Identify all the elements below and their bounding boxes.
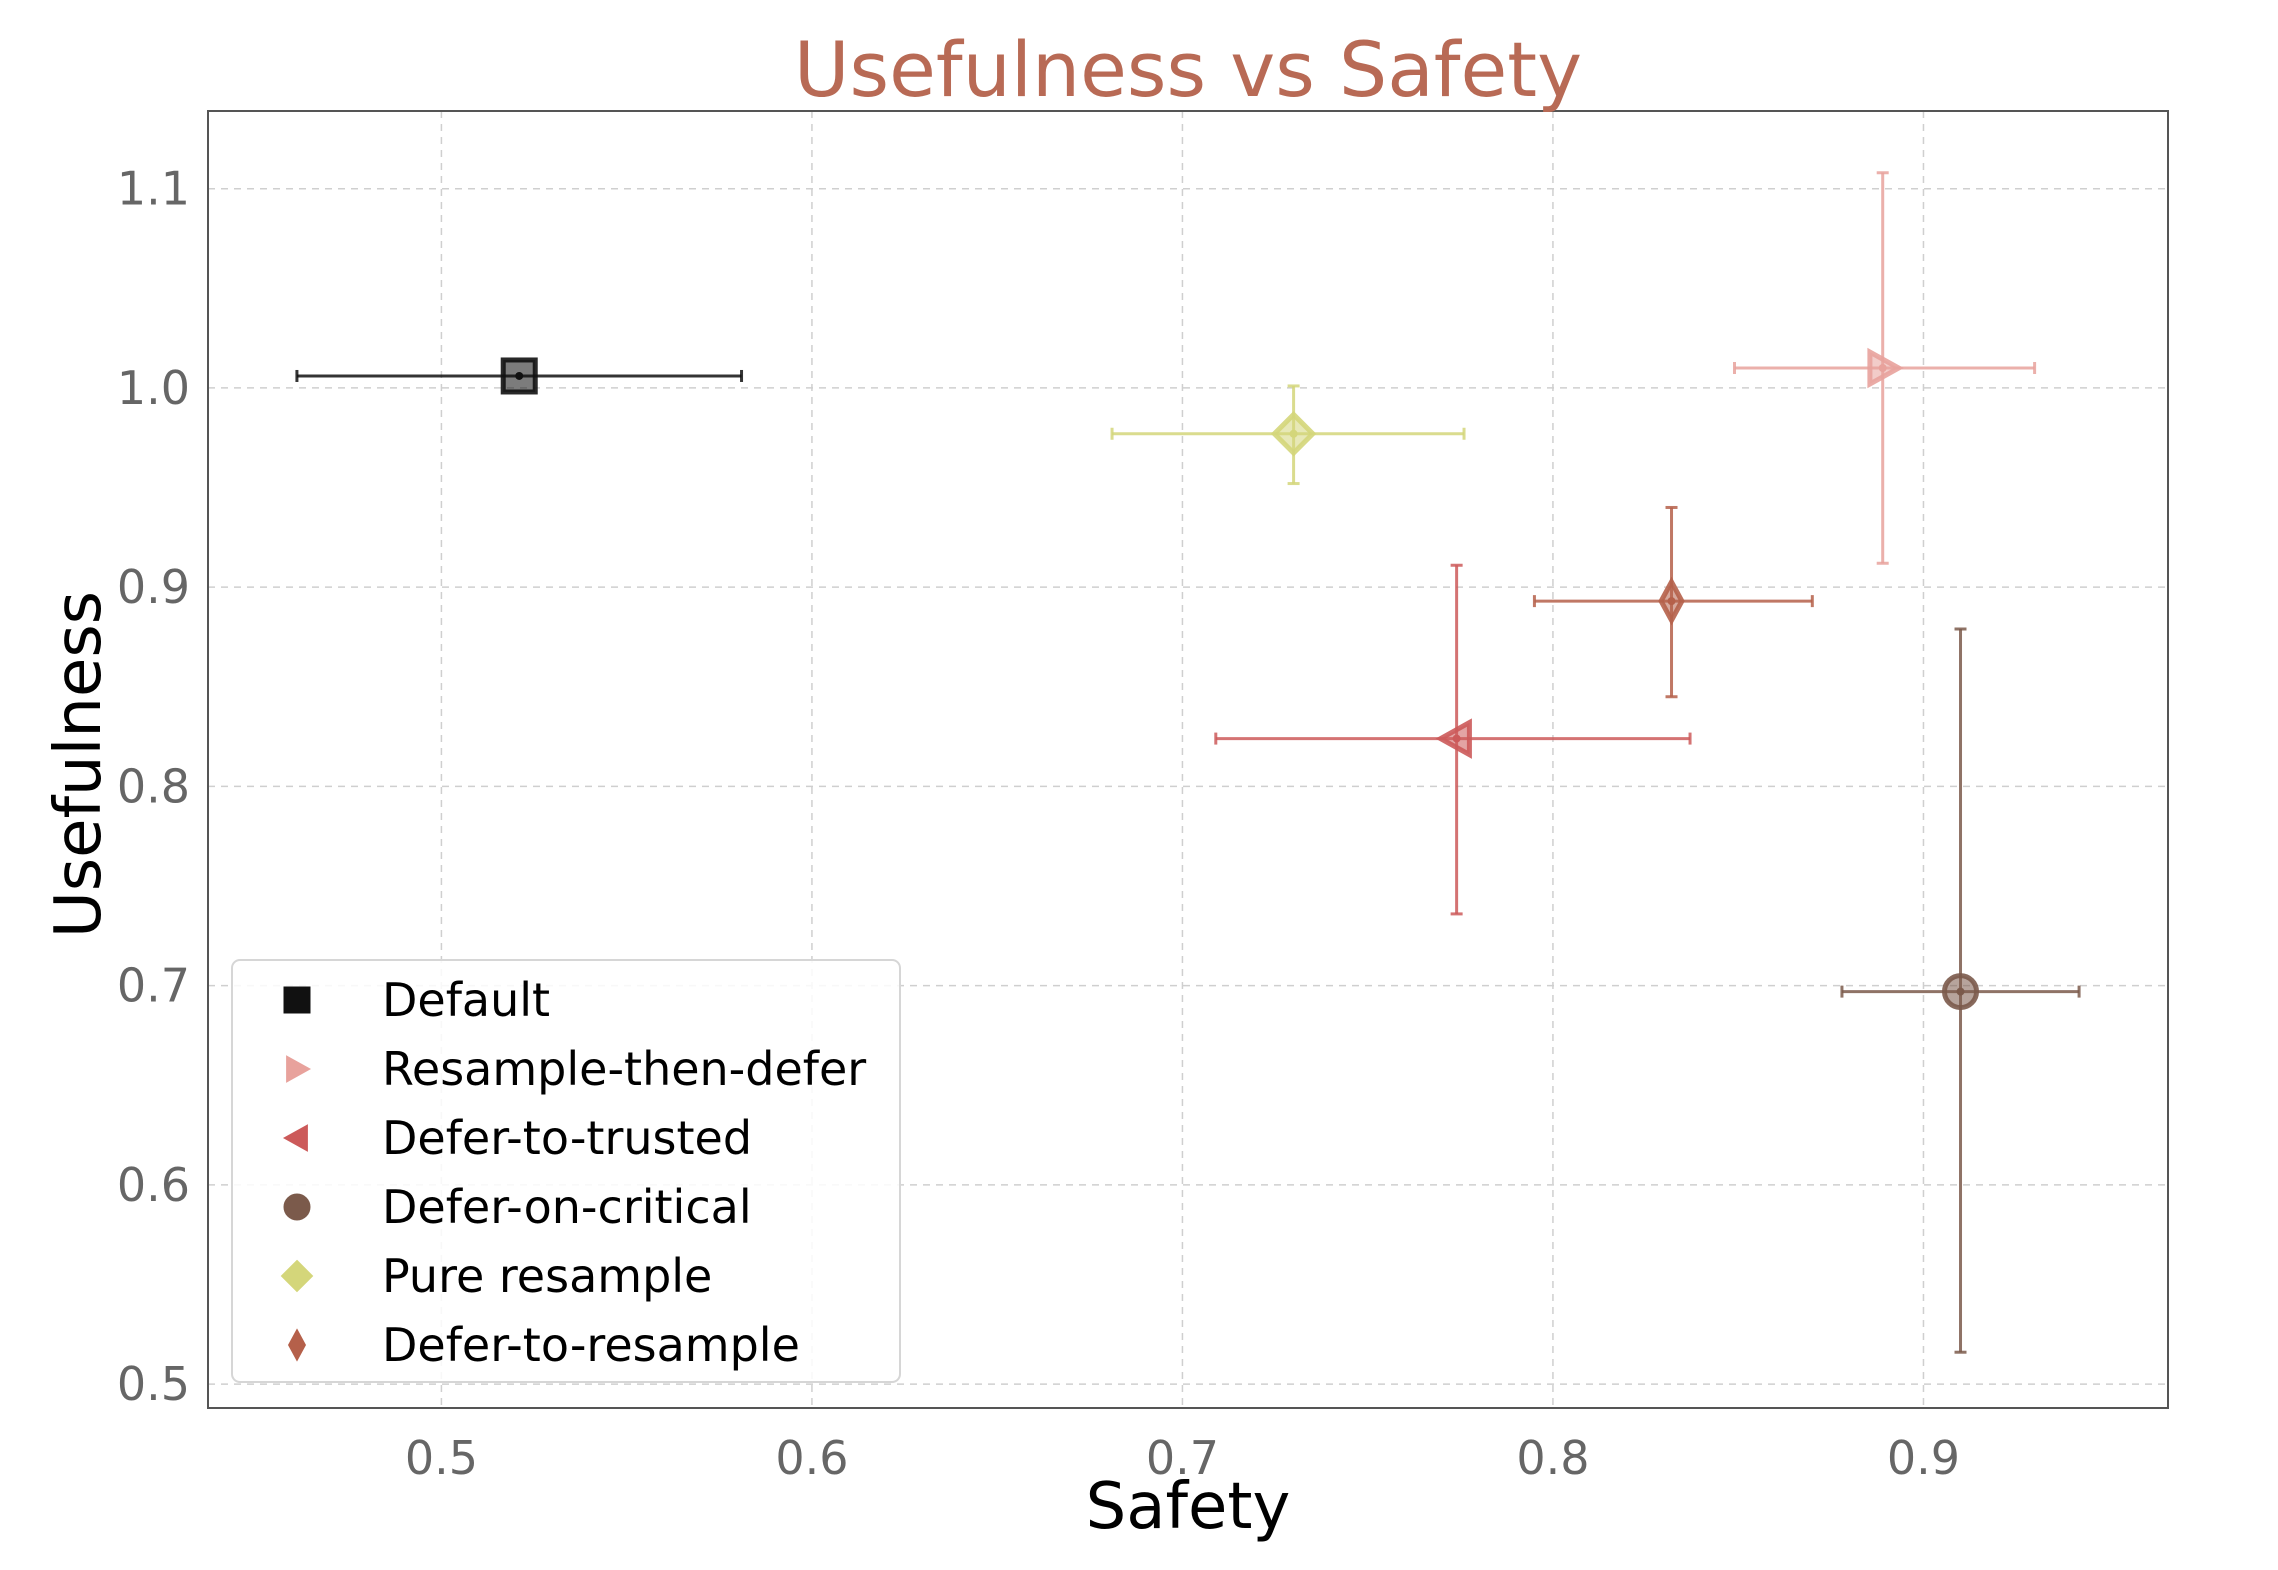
legend-item: Resample-then-defer [286, 1042, 866, 1096]
legend-label: Defer-to-resample [382, 1318, 800, 1372]
point-resample-then-defer [1733, 171, 2037, 565]
legend-marker [282, 1124, 308, 1152]
legend-item: Defer-to-resample [287, 1318, 800, 1372]
legend-marker [287, 1328, 307, 1362]
y-tick-label: 1.1 [117, 162, 190, 216]
x-tick-label: 0.5 [405, 1431, 478, 1485]
marker-center [1878, 364, 1887, 373]
marker-center [1667, 597, 1676, 606]
legend-marker [280, 1259, 314, 1293]
legend-item: Defer-to-trusted [282, 1111, 752, 1165]
x-tick-label: 0.6 [775, 1431, 848, 1485]
point-default [295, 357, 744, 395]
legend: Default Resample-then-defer Defer-to-trust… [231, 959, 901, 1383]
plot-frame [207, 110, 2169, 1409]
legend-label: Defer-on-critical [382, 1180, 752, 1234]
legend-marker [283, 986, 311, 1014]
y-tick-label: 1.0 [117, 361, 190, 415]
marker-center [1289, 429, 1298, 438]
y-axis-ticks: 0.5 0.6 0.7 0.8 0.9 1.0 1.1 [117, 162, 190, 1411]
legend-box [231, 959, 901, 1383]
legend-label: Default [382, 973, 550, 1027]
y-axis-label: Usefulness [42, 591, 116, 938]
point-defer-to-resample [1532, 505, 1814, 699]
chart-title: Usefulness vs Safety [794, 25, 1582, 114]
legend-label: Resample-then-defer [382, 1042, 866, 1096]
x-tick-label: 0.8 [1516, 1431, 1589, 1485]
legend-item: Default [283, 973, 550, 1027]
marker [500, 357, 538, 395]
point-defer-on-critical [1840, 627, 2081, 1354]
legend-marker [283, 1193, 311, 1221]
data-points [295, 171, 2081, 1354]
legend-marker [286, 1055, 312, 1083]
x-axis-ticks: 0.5 0.6 0.7 0.8 0.9 [405, 1431, 1960, 1485]
legend-label: Pure resample [382, 1249, 712, 1303]
x-tick-label: 0.7 [1146, 1431, 1219, 1485]
y-tick-label: 0.8 [117, 759, 190, 813]
legend-item: Pure resample [280, 1249, 712, 1303]
marker-center [515, 371, 524, 380]
point-pure resample [1110, 384, 1466, 486]
y-tick-label: 0.6 [117, 1158, 190, 1212]
marker-center [1452, 734, 1461, 743]
x-tick-label: 0.9 [1887, 1431, 1960, 1485]
marker-center [1956, 987, 1965, 996]
legend-item: Defer-on-critical [283, 1180, 752, 1234]
y-tick-label: 0.7 [117, 959, 190, 1013]
point-defer-to-trusted [1214, 563, 1692, 916]
y-tick-label: 0.5 [117, 1357, 190, 1411]
x-axis-label: Safety [1086, 1470, 1291, 1544]
legend-label: Defer-to-trusted [382, 1111, 752, 1165]
y-tick-label: 0.9 [117, 560, 190, 614]
